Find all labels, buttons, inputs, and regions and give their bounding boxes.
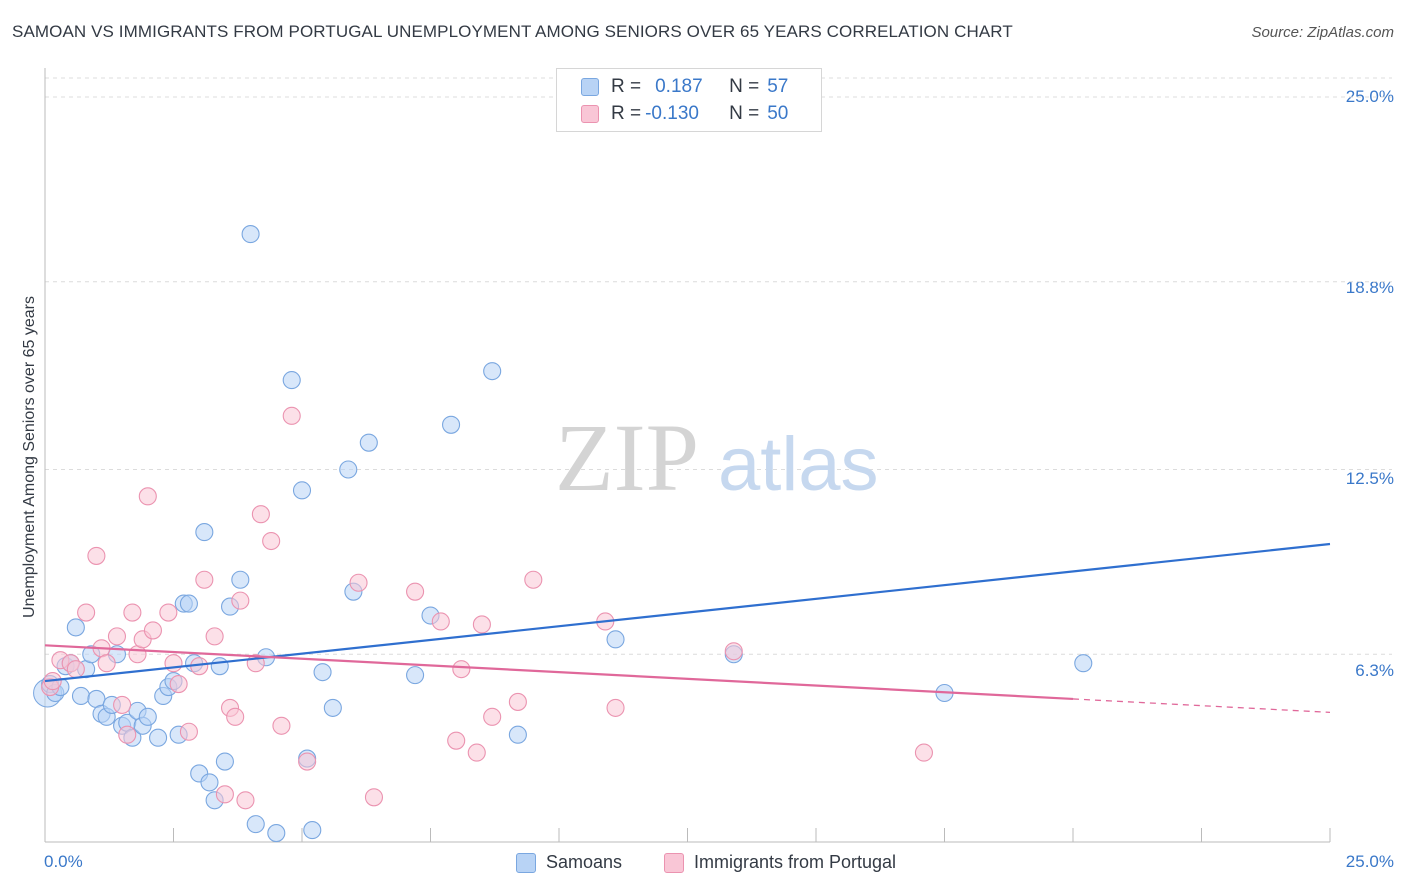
point-samoans bbox=[246, 815, 265, 834]
point-portugal bbox=[87, 546, 106, 565]
point-portugal bbox=[231, 591, 250, 610]
point-portugal bbox=[606, 698, 625, 717]
point-portugal bbox=[406, 582, 425, 601]
watermark-zip: ZIP bbox=[555, 404, 699, 511]
legend-n-value: 50 bbox=[767, 103, 789, 124]
legend-r-value: -0.130 bbox=[645, 103, 699, 124]
y-tick-label: 25.0% bbox=[1345, 87, 1394, 106]
legend-row-portugal: R = -0.130 N = 50 bbox=[581, 102, 788, 126]
y-tick-label: 18.8% bbox=[1345, 278, 1394, 297]
point-portugal bbox=[143, 621, 162, 640]
legend-entry-samoans: Samoans bbox=[516, 852, 622, 873]
point-samoans bbox=[215, 752, 234, 771]
point-samoans bbox=[406, 666, 425, 685]
point-portugal bbox=[205, 627, 224, 646]
x-tick-label: 25.0% bbox=[1345, 852, 1394, 871]
point-portugal bbox=[138, 487, 157, 506]
point-samoans bbox=[508, 725, 527, 744]
point-portugal bbox=[282, 406, 301, 425]
legend-entry-label: Samoans bbox=[546, 852, 623, 872]
point-samoans bbox=[267, 824, 286, 843]
chart-title: SAMOAN VS IMMIGRANTS FROM PORTUGAL UNEMP… bbox=[12, 22, 1013, 41]
point-samoans bbox=[195, 523, 214, 542]
point-samoans bbox=[200, 773, 219, 792]
point-portugal bbox=[349, 573, 368, 592]
point-portugal bbox=[467, 743, 486, 762]
point-portugal bbox=[164, 654, 183, 673]
trendline-samoans bbox=[44, 542, 1331, 683]
point-samoans bbox=[339, 460, 358, 479]
point-portugal bbox=[298, 752, 317, 771]
point-portugal bbox=[169, 675, 188, 694]
point-samoans bbox=[606, 630, 625, 649]
x-tick-label: 0.0% bbox=[44, 852, 83, 871]
watermark-atlas: atlas bbox=[718, 422, 879, 507]
point-portugal bbox=[195, 570, 214, 589]
point-portugal bbox=[107, 627, 127, 646]
point-portugal bbox=[262, 531, 281, 551]
point-portugal bbox=[123, 603, 142, 622]
point-portugal bbox=[452, 660, 471, 679]
point-portugal bbox=[97, 654, 116, 673]
point-samoans bbox=[303, 821, 322, 840]
legend-n-value: 57 bbox=[767, 76, 789, 97]
legend-entry-portugal: Immigrants from Portugal bbox=[664, 852, 896, 873]
point-samoans bbox=[231, 570, 250, 589]
point-samoans bbox=[179, 594, 198, 613]
legend-swatch-pink bbox=[581, 105, 599, 123]
point-portugal bbox=[431, 612, 450, 631]
point-portugal bbox=[118, 725, 137, 744]
point-portugal bbox=[226, 707, 245, 726]
point-portugal bbox=[447, 731, 466, 750]
y-tick-label: 12.5% bbox=[1345, 469, 1394, 488]
point-samoans bbox=[241, 225, 260, 244]
point-portugal bbox=[215, 785, 234, 804]
point-portugal bbox=[272, 716, 291, 735]
point-samoans bbox=[442, 415, 461, 434]
point-portugal bbox=[77, 603, 96, 622]
point-samoans bbox=[282, 371, 301, 390]
point-portugal bbox=[724, 642, 743, 661]
point-samoans bbox=[313, 663, 332, 682]
stats-legend: R = 0.187 N = 57 R = -0.130 N = 50 bbox=[556, 68, 822, 132]
point-portugal bbox=[113, 695, 132, 714]
point-samoans bbox=[71, 686, 91, 706]
legend-r-label: R = bbox=[611, 76, 642, 97]
point-portugal bbox=[66, 660, 85, 679]
point-portugal bbox=[914, 743, 933, 762]
point-samoans bbox=[323, 698, 342, 717]
point-portugal bbox=[236, 791, 255, 810]
point-portugal bbox=[472, 615, 491, 634]
point-portugal bbox=[159, 603, 178, 622]
legend-swatch-blue bbox=[516, 852, 536, 873]
y-tick-label: 6.3% bbox=[1355, 661, 1394, 680]
trendline-portugal-extension bbox=[1072, 698, 1331, 714]
point-samoans bbox=[359, 433, 378, 452]
legend-r-value: 0.187 bbox=[655, 76, 703, 97]
point-samoans bbox=[1074, 654, 1093, 673]
chart-source: Source: ZipAtlas.com bbox=[1251, 24, 1394, 41]
point-portugal bbox=[524, 570, 543, 589]
point-samoans bbox=[149, 728, 168, 747]
legend-n-label: N = bbox=[729, 103, 760, 124]
point-portugal bbox=[179, 722, 198, 741]
point-samoans bbox=[66, 618, 85, 637]
legend-swatch-blue bbox=[581, 78, 599, 96]
point-samoans bbox=[210, 657, 229, 676]
legend-n-label: N = bbox=[729, 76, 760, 97]
legend-entry-label: Immigrants from Portugal bbox=[694, 852, 897, 872]
legend-r-label: R = bbox=[611, 103, 642, 124]
point-samoans bbox=[138, 707, 157, 726]
legend-swatch-pink bbox=[664, 852, 684, 873]
point-portugal bbox=[251, 505, 270, 524]
point-portugal bbox=[483, 707, 502, 726]
point-portugal bbox=[364, 788, 384, 807]
legend-row-samoans: R = 0.187 N = 57 bbox=[581, 75, 788, 99]
trendline-portugal bbox=[44, 644, 1074, 701]
point-samoans bbox=[292, 481, 312, 500]
point-portugal bbox=[508, 692, 527, 711]
point-samoans bbox=[483, 362, 502, 381]
